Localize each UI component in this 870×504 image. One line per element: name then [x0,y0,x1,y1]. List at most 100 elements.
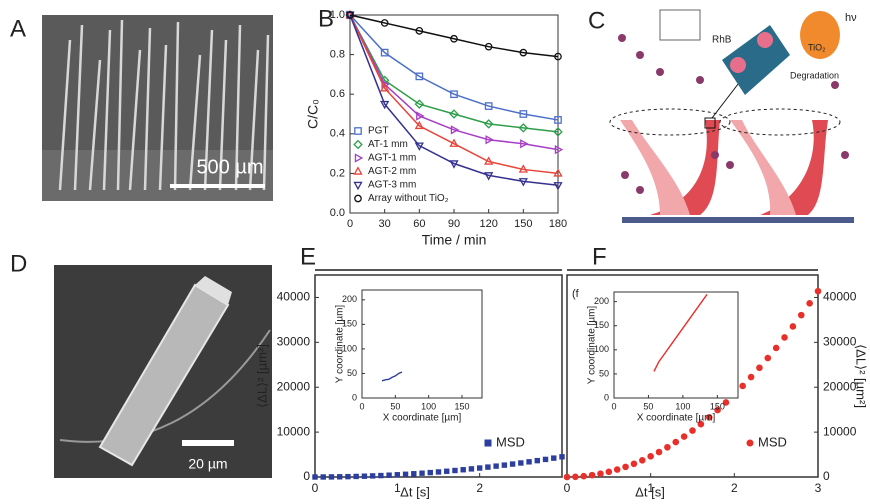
y-axis-label: C/C₀ [305,99,321,129]
panel-label: A [10,15,26,42]
marker [510,462,514,466]
x-tick-label: 150 [454,401,469,411]
marker [329,475,333,479]
schematic-label: TiO₂ [808,42,826,52]
y-tick-label: 0.6 [330,88,345,100]
marker [502,463,506,467]
y-tick-label: 0.8 [330,49,345,61]
legend-label: AGT-2 mm [368,166,416,177]
marker [543,457,547,461]
marker [420,471,424,475]
x-axis-label: Δt [s] [635,484,665,499]
legend-label: MSD [758,434,787,449]
marker [690,428,696,434]
inset-note: (f [572,288,580,300]
panel-label: D [10,250,27,277]
scale-bar-label: 20 µm [188,456,227,472]
marker [581,473,587,479]
y-tick-label: 20000 [823,379,857,393]
y-axis-label: ⟨ΔL⟩² [µm²] [254,344,269,408]
marker [560,455,564,459]
marker [589,472,595,478]
legend-label: AGT-3 mm [368,180,416,191]
marker [665,444,671,450]
marker [681,434,687,440]
marker [445,469,449,473]
panel-label: F [592,243,607,270]
x-tick-label: 2 [476,481,483,495]
y-tick-label: 10000 [277,424,311,438]
panel-d-image [54,265,272,478]
y-axis-label: ⟨ΔL⟩² [µm²] [854,344,869,408]
marker [598,471,604,477]
marker [815,288,821,294]
marker [387,473,391,477]
x-tick-label: 150 [710,401,725,411]
x-tick-label: 50 [643,401,653,411]
marker [748,374,754,380]
marker [354,474,358,478]
marker [798,312,804,318]
marker [614,467,620,473]
marker [412,472,416,476]
y-tick-label: 10000 [823,424,857,438]
marker [338,475,342,479]
x-tick-label: 0 [347,218,353,230]
y-tick-label: 200 [594,296,609,306]
x-tick-label: 3 [815,481,822,495]
y-tick-label: 20000 [277,379,311,393]
x-tick-label: 2 [731,481,738,495]
marker [486,465,490,469]
marker [395,473,399,477]
x-tick-label: 0 [564,481,571,495]
legend-label: PGT [368,126,389,137]
y-tick-label: 0.0 [330,207,345,219]
marker [362,474,366,478]
x-tick-label: 100 [421,401,436,411]
schematic-label: RhB [712,35,732,46]
marker [782,335,788,341]
x-tick-label: 180 [549,218,567,230]
marker [494,464,498,468]
marker [606,469,612,475]
y-tick-label: 0.4 [330,128,345,140]
plot-frame [362,290,482,398]
y-tick-label: 0 [823,469,830,483]
y-tick-label: 30000 [277,335,311,349]
x-tick-label: 0 [611,401,616,411]
marker [535,458,539,462]
x-tick-label: 90 [448,218,460,230]
marker [573,474,579,480]
plot-frame [614,292,738,398]
marker [757,365,763,371]
x-axis-label: Δt [s] [400,484,430,499]
x-tick-label: 150 [514,218,532,230]
scale-bar-label: 500 µm [196,156,263,178]
marker [436,470,440,474]
marker [379,473,383,477]
y-tick-label: 30000 [823,335,857,349]
x-axis-label: X coordinate [µm] [383,413,462,424]
marker [519,461,523,465]
y-tick-label: 0.2 [330,167,345,179]
marker [403,472,407,476]
y-tick-label: 0 [604,392,609,402]
marker [807,301,813,307]
x-tick-label: 100 [675,401,690,411]
marker [527,460,531,464]
marker [773,345,779,351]
marker [631,461,637,467]
legend-label: AT-1 mm [368,139,408,150]
marker [740,383,746,389]
y-tick-label: 200 [342,294,357,304]
y-axis-label: Y coordinate [µm] [335,305,346,384]
y-tick-label: 40000 [277,290,311,304]
marker [477,466,481,470]
marker [370,474,374,478]
marker [623,464,629,470]
panel-label: E [300,243,316,270]
legend-label: AGT-1 mm [368,153,416,164]
marker [485,440,491,446]
x-tick-label: 60 [413,218,425,230]
marker [469,467,473,471]
